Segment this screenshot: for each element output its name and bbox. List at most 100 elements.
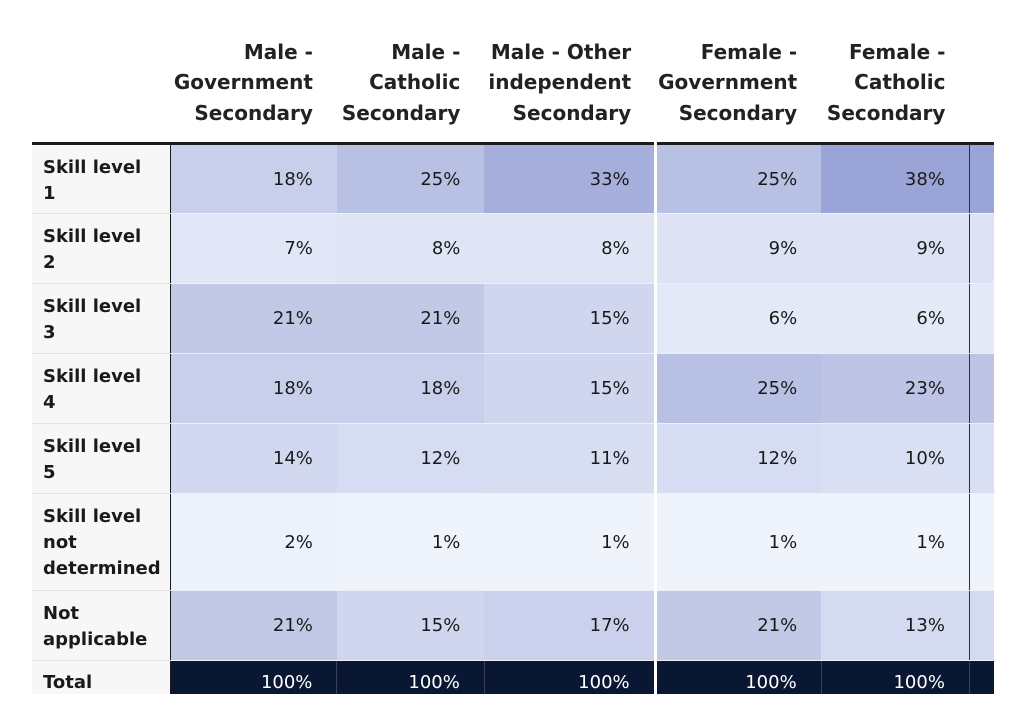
overflow-cell [968, 493, 994, 591]
column-header-line: Secondary [826, 100, 946, 125]
data-cell: 18% [170, 143, 337, 214]
column-header-line: Secondary [512, 100, 632, 125]
data-cell: 23% [821, 353, 970, 424]
total-cell: 100% [483, 660, 656, 694]
column-header-line: Government [173, 70, 313, 94]
total-cell: 100% [336, 660, 485, 694]
total-overflow-cell [968, 660, 994, 694]
column-header-line: Secondary [194, 100, 313, 125]
row-label: Skill level 5 [32, 423, 171, 494]
row-label: Skill level 4 [32, 353, 171, 424]
row-label-line: Skill level [43, 436, 142, 457]
data-cell: 2% [170, 493, 337, 591]
column-header-line: Catholic [854, 70, 946, 94]
row-label-line: 4 [43, 392, 56, 413]
row-label: Skill level 2 [32, 213, 171, 284]
table-row: Skill level 2 7% 8% 8% 9% 9% [32, 213, 994, 284]
overflow-cell [968, 353, 994, 424]
row-label-line: not [43, 532, 77, 553]
data-cell: 17% [484, 590, 656, 661]
table-row: Not applicable 21% 15% 17% 21% 13% [32, 590, 994, 661]
data-cell: 1% [484, 493, 656, 591]
data-cell: 15% [484, 353, 656, 424]
row-label-line: determined [43, 558, 161, 579]
total-cell: 100% [653, 660, 822, 694]
data-cell: 18% [336, 353, 485, 424]
row-label-line: applicable [43, 629, 148, 650]
data-cell: 13% [821, 590, 970, 661]
table-row: Skill level 1 18% 25% 33% 25% 38% [32, 143, 994, 214]
row-label: Skill level 1 [32, 143, 171, 214]
data-cell: 7% [170, 213, 337, 284]
column-header-1: Male - Government Secondary [170, 24, 337, 144]
row-label-line: 1 [43, 183, 56, 204]
row-label-line: Skill level [43, 506, 142, 527]
overflow-cell [968, 423, 994, 494]
row-label-line: Skill level [43, 366, 142, 387]
data-cell: 8% [336, 213, 485, 284]
data-cell: 8% [484, 213, 656, 284]
total-cell: 100% [169, 660, 337, 694]
overflow-cell [968, 590, 994, 661]
column-header-line: Female - [849, 39, 946, 64]
data-cell: 1% [821, 493, 970, 591]
data-cell: 38% [821, 143, 970, 214]
total-row: Total 100% 100% 100% 100% 100% [32, 660, 994, 694]
column-header-line: Catholic [369, 70, 461, 94]
data-cell: 21% [336, 283, 485, 354]
data-cell: 18% [170, 353, 337, 424]
header-corner [32, 24, 170, 144]
total-cell: 100% [820, 660, 970, 694]
column-header-line: Male - [243, 39, 313, 64]
total-label: Total [32, 660, 171, 694]
row-label-line: 2 [43, 252, 56, 273]
data-cell: 6% [821, 283, 970, 354]
data-cell: 12% [336, 423, 485, 494]
table-row: Skill level 3 21% 21% 15% 6% 6% [32, 283, 994, 354]
column-header-5: Female - Catholic Secondary [821, 24, 969, 144]
column-header-overflow [969, 24, 994, 144]
data-cell: 11% [484, 423, 656, 494]
column-header-line: Secondary [678, 100, 798, 125]
header-row: Male - Government Secondary Male - Catholic S… [32, 24, 994, 144]
column-header-line: Government [658, 70, 798, 94]
overflow-cell [968, 213, 994, 284]
data-cell: 10% [821, 423, 970, 494]
data-table: Male - Government Secondary Male - Catholic S… [32, 24, 994, 694]
data-cell: 14% [170, 423, 337, 494]
overflow-cell [968, 283, 994, 354]
data-cell: 9% [653, 213, 822, 284]
column-header-line: Male - [391, 39, 461, 64]
column-header-line: independent [488, 70, 632, 94]
data-cell: 12% [653, 423, 822, 494]
overflow-cell [968, 143, 994, 214]
column-header-4: Female - Government Secondary [655, 24, 821, 144]
row-label-line: Not [43, 603, 80, 624]
data-cell: 15% [484, 283, 656, 354]
data-cell: 25% [653, 353, 822, 424]
data-cell: 21% [653, 590, 822, 661]
column-header-line: Secondary [341, 100, 461, 125]
data-cell: 15% [336, 590, 485, 661]
column-header-line: Female - [700, 39, 798, 64]
data-table-container: Male - Government Secondary Male - Catholic S… [32, 24, 994, 694]
row-label: Skill level not determined [32, 493, 171, 591]
data-cell: 25% [336, 143, 485, 214]
data-cell: 1% [336, 493, 485, 591]
table-row: Skill level 4 18% 18% 15% 25% 23% [32, 353, 994, 424]
data-cell: 21% [170, 590, 337, 661]
table-row: Skill level not determined 2% 1% 1% 1% 1% [32, 493, 994, 591]
data-cell: 33% [484, 143, 656, 214]
row-label-line: Skill level [43, 157, 142, 178]
data-cell: 25% [653, 143, 822, 214]
column-header-line: Male - Other [490, 39, 632, 64]
data-cell: 9% [821, 213, 970, 284]
row-label-line: Skill level [43, 296, 142, 317]
row-label: Not applicable [32, 590, 171, 661]
row-label-line: 3 [43, 322, 56, 343]
column-header-2: Male - Catholic Secondary [337, 24, 484, 144]
data-cell: 21% [170, 283, 337, 354]
data-cell: 6% [653, 283, 822, 354]
row-label: Skill level 3 [32, 283, 171, 354]
column-header-3: Male - Other independent Secondary [484, 24, 655, 144]
